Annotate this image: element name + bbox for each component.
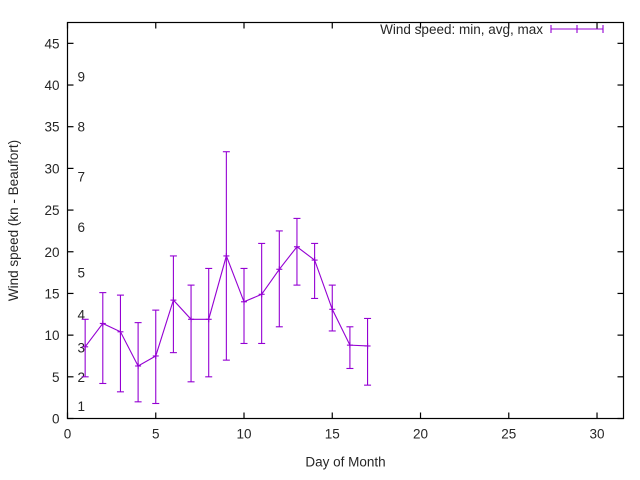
beaufort-label: 7 <box>78 170 86 185</box>
beaufort-label: 5 <box>78 266 86 281</box>
x-tick-label: 20 <box>413 427 428 442</box>
x-tick-label: 25 <box>501 427 516 442</box>
beaufort-label: 3 <box>78 341 86 356</box>
x-tick-label: 5 <box>152 427 160 442</box>
y-tick-label: 30 <box>44 161 59 176</box>
x-tick-label: 0 <box>64 427 72 442</box>
y-tick-label: 10 <box>44 328 59 343</box>
y-tick-label: 40 <box>44 78 59 93</box>
beaufort-label: 6 <box>78 220 86 235</box>
y-tick-label: 15 <box>44 286 59 301</box>
beaufort-label: 4 <box>78 307 86 322</box>
beaufort-label: 2 <box>78 370 86 385</box>
beaufort-label: 1 <box>78 399 86 414</box>
x-tick-label: 30 <box>590 427 605 442</box>
y-axis-title: Wind speed (kn - Beaufort) <box>6 140 21 301</box>
y-tick-label: 45 <box>44 36 59 51</box>
x-tick-label: 10 <box>236 427 251 442</box>
y-tick-label: 35 <box>44 120 59 135</box>
y-tick-label: 25 <box>44 203 59 218</box>
x-tick-label: 15 <box>325 427 340 442</box>
y-tick-label: 20 <box>44 245 59 260</box>
beaufort-label: 8 <box>78 120 86 135</box>
legend-label: Wind speed: min, avg, max <box>380 22 543 37</box>
y-tick-label: 0 <box>52 412 60 427</box>
data-series-wind-speed <box>81 151 372 405</box>
y-tick-label: 5 <box>52 370 60 385</box>
beaufort-label: 9 <box>78 70 86 85</box>
x-axis-title: Day of Month <box>305 455 385 470</box>
plot-border <box>66 21 625 420</box>
